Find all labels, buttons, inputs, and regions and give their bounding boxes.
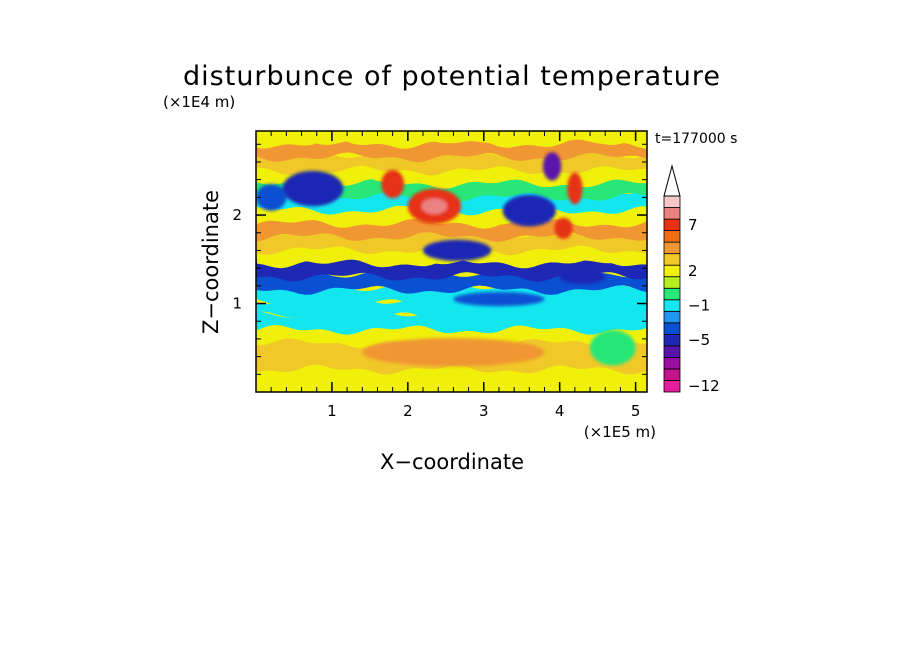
x-axis-label: X−coordinate [380,450,524,474]
y-tick-label: 1 [232,295,242,313]
x-tick-label: 2 [403,402,413,420]
colorbar-swatch [663,357,681,370]
y-axis-ticks: 12 [232,206,647,313]
colorbar-swatch [663,207,681,220]
colorbar-label: 2 [688,262,698,280]
colorbar-extend-triangle [663,164,681,197]
colorbar-swatch [663,322,681,335]
colorbar-label: 7 [688,216,698,234]
x-axis-ticks: 1 2 3 4 5 [327,131,640,420]
colorbar-swatch [663,345,681,358]
colorbar-swatch [663,241,681,255]
colorbar-label: −1 [688,297,710,315]
contour-feature [381,169,405,199]
x-axis-unit: (×1E5 m) [584,423,656,441]
contour-feature [421,198,448,215]
colorbar-swatch [663,287,681,301]
colorbar-label: −12 [688,377,720,395]
contour-feature [282,170,344,207]
time-label: t=177000 s [655,131,737,147]
colorbar-swatch [663,230,681,243]
contour-feature [554,217,573,239]
colorbar-swatch [663,368,681,381]
plot-area [256,131,647,392]
x-tick-label: 3 [479,402,489,420]
contour-feature [423,239,492,261]
colorbar-swatch [663,253,681,266]
contour-feature [543,152,562,181]
contour-band [256,131,647,149]
y-axis-label: Z−coordinate [199,190,223,334]
colorbar-label: −5 [688,331,710,349]
contour-feature [559,269,606,285]
plot-frame [255,130,648,393]
contour-feature [256,184,287,211]
x-tick-label: 4 [555,402,565,420]
contour-feature [362,338,545,367]
colorbar-swatch [663,264,681,278]
contour-feature [567,172,583,205]
colorbar-swatch [663,195,681,208]
contour-feature [590,330,636,366]
x-tick-label: 5 [631,402,641,420]
x-tick-label: 1 [327,402,337,420]
colorbar-swatch [663,218,681,231]
colorbar-swatch [663,333,681,347]
y-axis-unit: (×1E4 m) [163,93,235,111]
y-tick-label: 2 [232,206,242,224]
colorbar-swatch [663,299,681,312]
chart-title: disturbunce of potential temperature [183,61,721,92]
colorbar-swatch [663,276,681,289]
colorbar: −12−5−127 [663,164,720,395]
colorbar-swatch [663,380,681,393]
contour-feature [453,292,545,307]
contour-features [256,152,636,367]
colorbar-swatch [663,310,681,324]
contour-feature [502,194,556,227]
